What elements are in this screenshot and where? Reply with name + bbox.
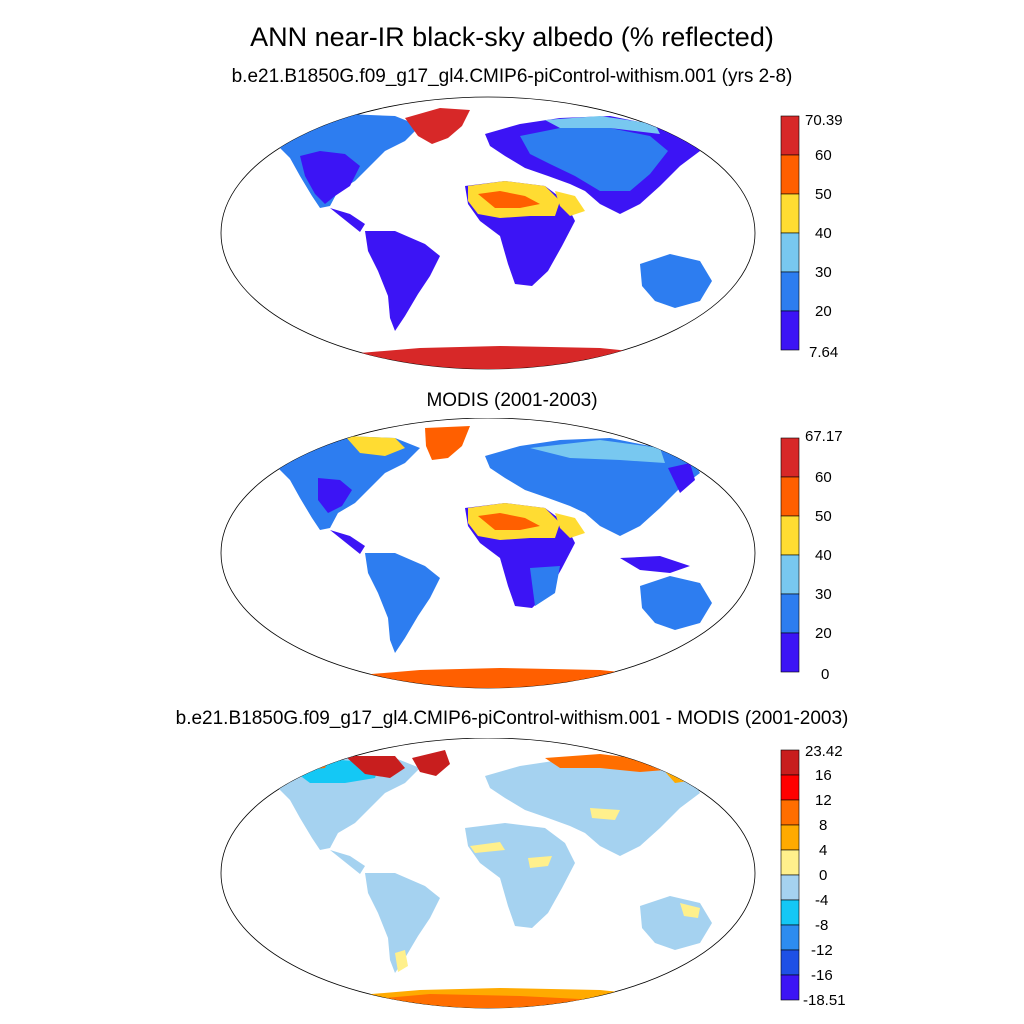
panel-1: 70.39 60 50 40 30 20 7.64: [220, 96, 843, 370]
colorbar-3-level: -8: [815, 917, 828, 934]
colorbar-2-level: 50: [815, 508, 832, 525]
colorbar-2-max: 67.17: [805, 428, 843, 445]
colorbar-2-level: 40: [815, 547, 832, 564]
colorbar-3-max: 23.42: [805, 743, 843, 760]
colorbar-3-level: -12: [811, 942, 833, 959]
colorbar-1: 70.39 60 50 40 30 20 7.64: [780, 112, 843, 361]
colorbar-1-max: 70.39: [805, 112, 843, 129]
land-albedo-field: [275, 108, 720, 369]
colorbar-2-min: 0: [821, 666, 829, 683]
colorbar-3-level: -16: [811, 967, 833, 984]
colorbar-1-level: 60: [815, 147, 832, 164]
colorbar-1-min: 7.64: [809, 344, 838, 361]
colorbar-2-level: 60: [815, 469, 832, 486]
colorbar-3-min: -18.51: [803, 992, 846, 1009]
colorbar-3-level: 4: [819, 842, 827, 859]
panel-2-title: MODIS (2001-2003): [426, 390, 598, 411]
colorbar-3-level: 16: [815, 767, 832, 784]
colorbar-3-level: 0: [819, 867, 827, 884]
colorbar-2: 67.17 60 50 40 30 20 0: [780, 428, 843, 683]
colorbar-2-level: 30: [815, 586, 832, 603]
colorbar-3-level: 12: [815, 792, 832, 809]
figure-title: ANN near-IR black-sky albedo (% reflecte…: [250, 22, 774, 52]
panel-3: 23.42 16 12 8 4 0 -4 -8 -12 -16 -18.51: [220, 738, 846, 1009]
colorbar-1-level: 40: [815, 225, 832, 242]
colorbar-1-level: 50: [815, 186, 832, 203]
colorbar-3-level: -4: [815, 892, 828, 909]
panel-1-title: b.e21.B1850G.f09_g17_gl4.CMIP6-piControl…: [231, 66, 793, 87]
colorbar-2-level: 20: [815, 625, 832, 642]
panel-3-title: b.e21.B1850G.f09_g17_gl4.CMIP6-piControl…: [175, 708, 849, 729]
colorbar-3: 23.42 16 12 8 4 0 -4 -8 -12 -16 -18.51: [780, 743, 846, 1009]
colorbar-3-level: 8: [819, 817, 827, 834]
colorbar-1-level: 20: [815, 303, 832, 320]
colorbar-1-level: 30: [815, 264, 832, 281]
land-albedo-field: [275, 426, 720, 688]
panel-2: 67.17 60 50 40 30 20 0: [220, 418, 843, 689]
